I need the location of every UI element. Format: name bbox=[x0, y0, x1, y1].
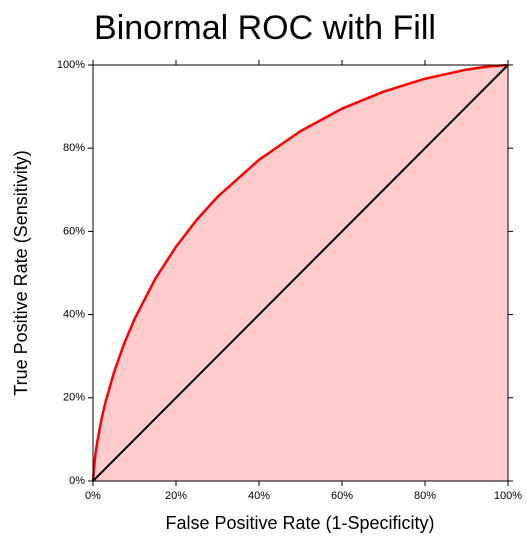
y-axis-label: True Positive Rate (Sensitivity) bbox=[11, 150, 31, 395]
x-tick-label: 80% bbox=[414, 490, 436, 502]
chart-title: Binormal ROC with Fill bbox=[94, 9, 436, 47]
y-tick-label: 20% bbox=[63, 392, 85, 404]
x-tick-label: 0% bbox=[85, 490, 101, 502]
y-tick-label: 80% bbox=[63, 142, 85, 154]
plot-frame bbox=[92, 64, 509, 482]
x-tick-label: 100% bbox=[494, 490, 522, 502]
x-tick-label: 40% bbox=[248, 490, 270, 502]
roc-curve bbox=[91, 63, 509, 482]
y-tick-label: 60% bbox=[63, 225, 85, 237]
y-tick-label: 0% bbox=[69, 475, 85, 487]
diagonal-line bbox=[92, 64, 509, 482]
y-tick-label: 100% bbox=[57, 59, 85, 71]
y-tick-label: 40% bbox=[63, 309, 85, 321]
x-tick-label: 20% bbox=[165, 490, 187, 502]
x-axis-label: False Positive Rate (1-Specificity) bbox=[165, 513, 434, 533]
x-tick-label: 60% bbox=[331, 490, 353, 502]
